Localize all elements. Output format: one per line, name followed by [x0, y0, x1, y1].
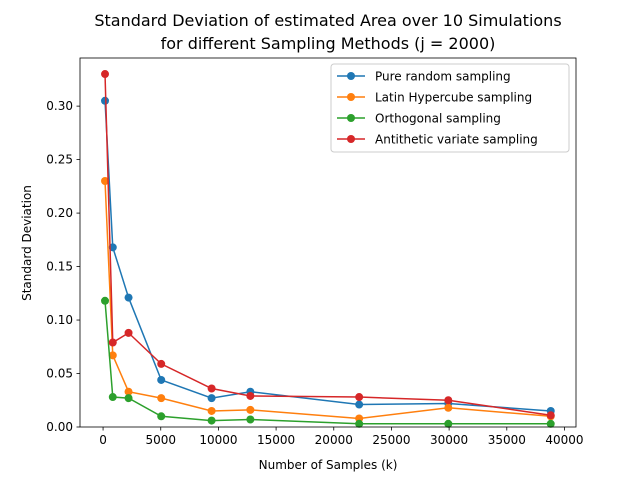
y-tick-label-6: 0.30	[46, 99, 73, 113]
y-tick-label-5: 0.25	[46, 153, 73, 167]
y-tick-label-4: 0.20	[46, 206, 73, 220]
chart-title-line-1: Standard Deviation of estimated Area ove…	[94, 11, 561, 30]
x-tick-label-1: 5000	[145, 433, 176, 447]
x-tick-label-2: 10000	[199, 433, 237, 447]
series-0-point-2	[124, 293, 133, 302]
series-2-point-7	[444, 419, 453, 428]
legend-marker-2	[347, 114, 355, 122]
legend-marker-1	[347, 93, 355, 101]
x-tick-label-7: 35000	[488, 433, 526, 447]
series-2-point-4	[207, 416, 216, 425]
series-3-point-7	[444, 396, 453, 405]
x-tick-label-3: 15000	[257, 433, 295, 447]
series-1-point-1	[108, 351, 117, 360]
legend-marker-3	[347, 135, 355, 143]
series-2-point-3	[157, 412, 166, 421]
series-1-point-0	[101, 177, 110, 185]
x-tick-label-6: 30000	[430, 433, 468, 447]
series-0-point-0	[101, 96, 110, 105]
series-2-point-1	[108, 393, 117, 402]
y-tick-label-0: 0.00	[46, 420, 73, 434]
series-0-point-3	[157, 375, 166, 384]
plot-area: 0 5000 10000 15000 20000 25000 30000 35000 40000…	[46, 57, 584, 447]
series-1-point-7	[444, 403, 453, 412]
y-tick-label-3: 0.15	[46, 260, 73, 274]
x-tick-label-0: 0	[99, 433, 107, 447]
series-3-point-0	[101, 70, 110, 79]
series-3-point-5	[246, 391, 255, 400]
series-0-point-6	[355, 400, 364, 409]
x-tick-label-5: 25000	[372, 433, 410, 447]
legend-label-2: Orthogonal sampling	[375, 112, 501, 126]
y-axis-label: Standard Deviation	[20, 185, 34, 301]
series-3-point-3	[157, 359, 166, 368]
y-tick-label-2: 0.10	[46, 313, 73, 327]
series-3-point-1	[108, 338, 117, 347]
series-2-point-2	[124, 394, 133, 403]
legend-box	[330, 63, 570, 153]
series-line-1	[104, 180, 551, 420]
series-3-point-8	[546, 411, 555, 420]
series-3-point-6	[355, 393, 364, 402]
x-axis-label: Number of Samples (k)	[259, 458, 398, 472]
chart-title-line-2: for different Sampling Methods (j = 2000…	[161, 34, 496, 53]
series-1-point-5	[246, 405, 255, 414]
legend: Pure random sampling Latin Hypercube samp…	[330, 63, 570, 153]
series-1-point-4	[207, 406, 216, 415]
series-1-point-2	[124, 387, 133, 396]
legend-label-3: Antithetic variate sampling	[375, 133, 538, 147]
series-0-point-4	[207, 394, 216, 403]
series-2-point-6	[355, 419, 364, 428]
series-2-point-0	[101, 296, 110, 305]
series-2-point-5	[246, 415, 255, 424]
legend-label-0: Pure random sampling	[375, 70, 511, 84]
series-1-point-3	[157, 394, 166, 403]
x-tick-label-8: 40000	[545, 433, 583, 447]
x-tick-label-4: 20000	[315, 433, 353, 447]
series-3-point-4	[207, 384, 216, 393]
series-3-point-2	[124, 328, 133, 337]
legend-label-1: Latin Hypercube sampling	[375, 91, 532, 105]
legend-marker-0	[347, 72, 355, 80]
series-2-point-8	[546, 419, 555, 428]
y-tick-label-1: 0.05	[46, 367, 73, 381]
axes-frame	[79, 57, 577, 428]
